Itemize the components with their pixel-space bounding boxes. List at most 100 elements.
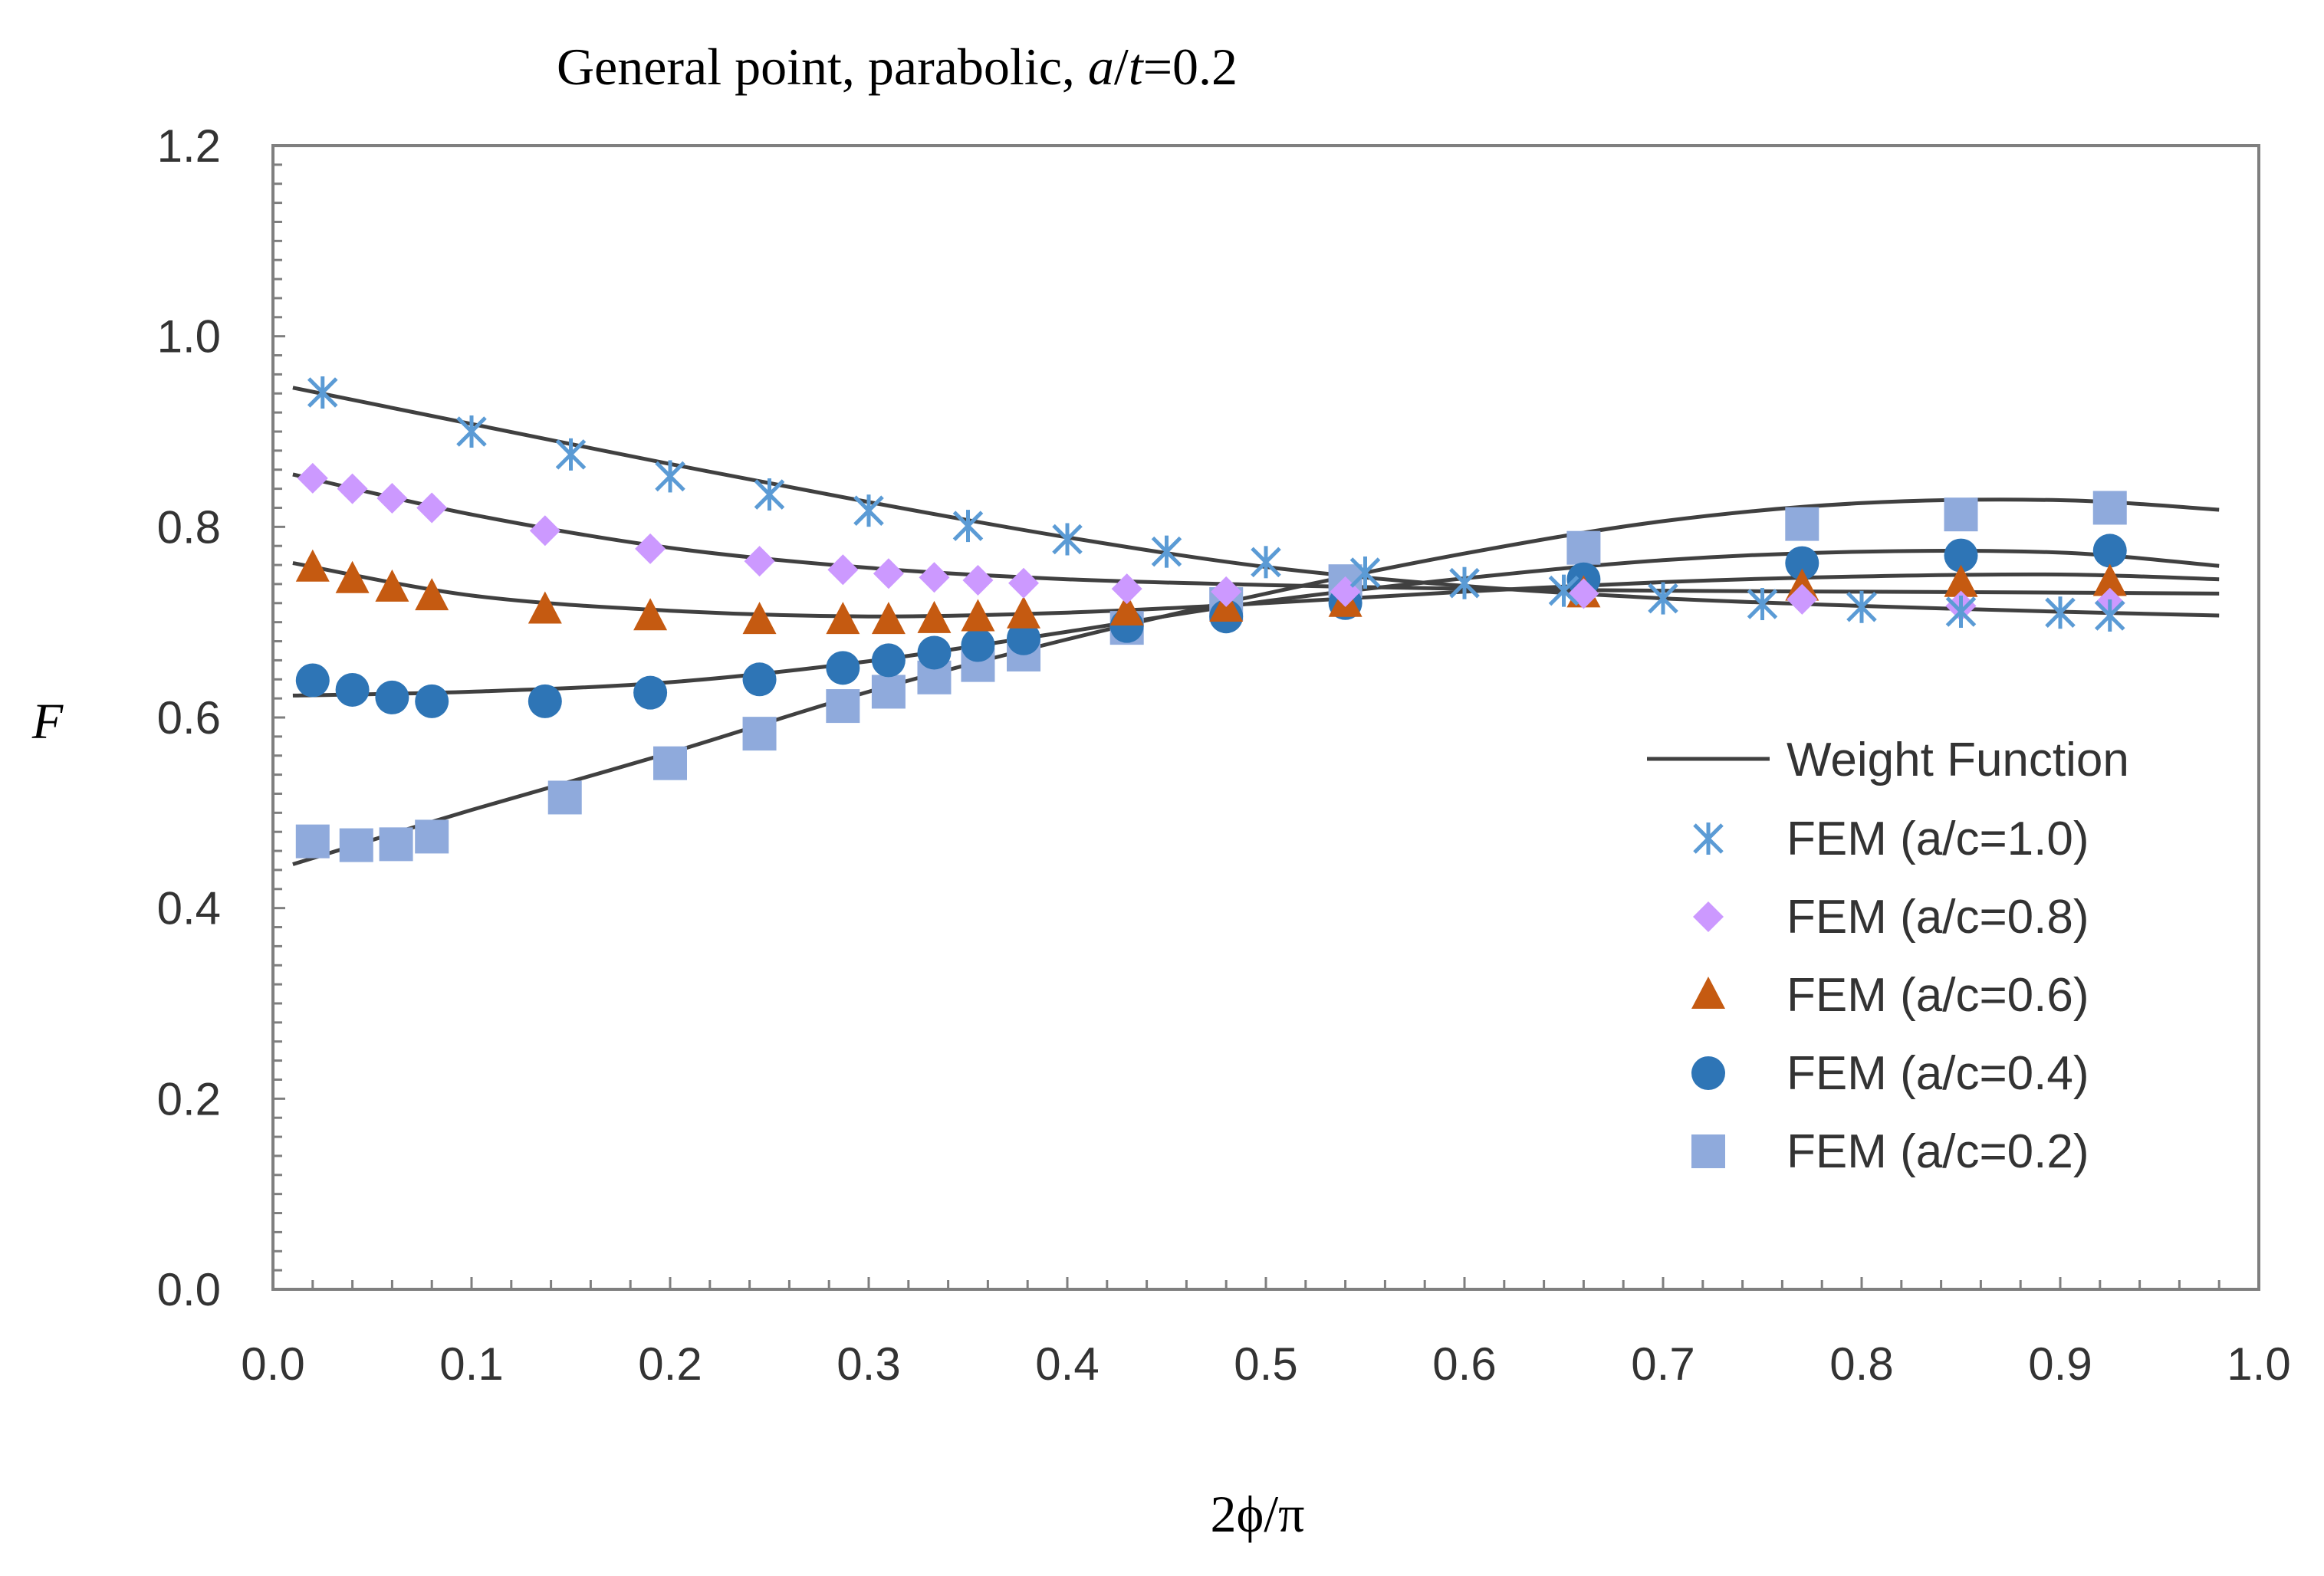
x-tick-label: 0.6	[1432, 1338, 1496, 1390]
y-tick-label: 1.2	[157, 120, 221, 172]
chart-title: General point, parabolic, a/t=0.2	[557, 38, 1238, 96]
asterisk-marker	[456, 415, 487, 448]
asterisk-marker	[1548, 574, 1579, 607]
circle-marker	[1785, 546, 1819, 580]
legend-asterisk-marker	[1693, 822, 1724, 855]
y-axis-tick-labels: 0.0 0.2 0.4 0.6 0.8 1.0 1.2	[157, 120, 221, 1315]
diamond-marker	[297, 462, 328, 494]
y-tick-label: 1.0	[157, 311, 221, 363]
diamond-marker	[529, 515, 560, 547]
diamond-marker	[744, 546, 775, 577]
asterisk-marker	[555, 438, 587, 471]
plot-area	[271, 144, 2260, 1291]
x-axis-tick-labels: 0.0 0.1 0.2 0.3 0.4 0.5 0.6 0.7 0.8 0.9 1.0	[241, 1338, 2290, 1390]
circle-marker	[826, 651, 860, 685]
y-tick-label: 0.2	[157, 1073, 221, 1125]
legend-square-marker	[1691, 1134, 1725, 1168]
asterisk-marker	[1747, 588, 1778, 621]
diamond-marker	[962, 564, 994, 596]
asterisk-marker	[1449, 566, 1480, 599]
circle-marker	[415, 684, 449, 718]
triangle-marker	[375, 569, 409, 602]
triangle-marker	[1944, 564, 1978, 597]
asterisk-marker	[2094, 599, 2125, 632]
asterisk-marker	[1151, 535, 1182, 568]
x-tick-label: 0.0	[241, 1338, 304, 1390]
diamond-marker	[1787, 583, 1818, 615]
y-tick-label: 0.0	[157, 1264, 221, 1315]
circle-marker	[295, 663, 330, 698]
title-main: General point, parabolic,	[557, 38, 1088, 96]
title-slash: /	[1114, 38, 1129, 96]
legend-label-weight-function: Weight Function	[1787, 734, 2129, 786]
weight-function-curve-4	[292, 548, 2220, 698]
y-tick-label: 0.6	[157, 692, 221, 744]
asterisk-marker	[2045, 596, 2076, 629]
asterisk-marker	[1945, 595, 1977, 628]
asterisk-marker	[1846, 590, 1877, 623]
square-marker	[1785, 507, 1819, 541]
diamond-marker	[827, 554, 859, 586]
circle-marker	[2092, 534, 2127, 568]
series-diamond-markers	[297, 462, 2125, 622]
triangle-marker	[1007, 596, 1041, 629]
series-asterisk-markers	[307, 376, 2125, 632]
triangle-marker	[295, 549, 330, 582]
diamond-marker	[376, 483, 408, 514]
asterisk-marker	[1251, 546, 1281, 579]
legend-circle-marker	[1691, 1056, 1725, 1090]
circle-marker	[1007, 621, 1041, 655]
fem-markers	[295, 376, 2127, 862]
square-marker	[2092, 491, 2127, 525]
circle-marker	[742, 662, 777, 697]
asterisk-marker	[952, 510, 984, 543]
x-tick-label: 0.2	[638, 1338, 702, 1390]
asterisk-marker	[307, 376, 338, 409]
triangle-marker	[826, 602, 860, 635]
circle-marker	[917, 635, 952, 670]
x-tick-label: 0.1	[439, 1338, 503, 1390]
legend: Weight Function FEM (a/c=1.0) FEM (a/c=0…	[1647, 734, 2129, 1178]
y-tick-label: 0.4	[157, 883, 221, 934]
asterisk-marker	[1052, 523, 1083, 556]
asterisk-marker	[754, 478, 785, 511]
square-marker	[339, 828, 373, 862]
asterisk-marker	[655, 460, 685, 493]
weight-function-curve-2	[292, 472, 2220, 596]
legend-markers	[1691, 822, 1725, 1168]
diamond-marker	[1111, 573, 1142, 605]
x-tick-label: 0.9	[2028, 1338, 2092, 1390]
diamond-marker	[919, 562, 950, 593]
x-tick-label: 0.3	[837, 1338, 900, 1390]
square-marker	[547, 780, 582, 815]
circle-marker	[1944, 538, 1978, 573]
diamond-marker	[1568, 578, 1599, 609]
asterisk-marker	[1349, 557, 1381, 589]
circle-marker	[375, 680, 409, 714]
diamond-marker	[337, 473, 368, 504]
asterisk-marker	[1648, 582, 1678, 615]
x-tick-label: 0.5	[1234, 1338, 1297, 1390]
x-tick-label: 0.7	[1631, 1338, 1695, 1390]
circle-marker	[335, 672, 370, 707]
series-square-markers	[295, 491, 2127, 862]
triangle-marker	[917, 600, 952, 633]
triangle-marker	[871, 602, 906, 635]
diamond-marker	[873, 558, 904, 589]
triangle-marker	[2092, 563, 2127, 596]
x-tick-label: 0.4	[1035, 1338, 1099, 1390]
square-marker	[826, 689, 860, 724]
legend-label-fem-1: FEM (a/c=1.0)	[1787, 813, 2089, 865]
x-axis-label: 2ϕ/π	[1210, 1485, 1304, 1543]
x-tick-label: 0.8	[1829, 1338, 1893, 1390]
title-t: t	[1129, 38, 1145, 96]
square-marker	[742, 717, 777, 751]
diamond-marker	[1008, 567, 1040, 599]
asterisk-marker	[853, 494, 884, 527]
square-marker	[1566, 530, 1601, 565]
legend-label-fem-5: FEM (a/c=0.2)	[1787, 1125, 2089, 1178]
weight-function-curve-5	[292, 497, 2220, 866]
diamond-marker	[1211, 576, 1242, 607]
square-marker	[871, 675, 906, 709]
